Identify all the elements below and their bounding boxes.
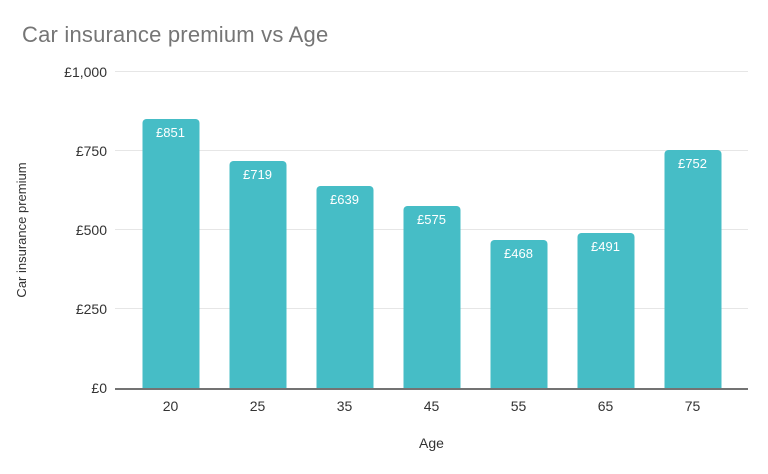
x-tick-label: 25 xyxy=(249,398,266,414)
y-tick-label: £250 xyxy=(75,301,107,317)
chart-title: Car insurance premium vs Age xyxy=(22,22,329,47)
bar-column: £752 75 xyxy=(649,72,736,414)
bar[interactable]: £752 xyxy=(664,150,721,388)
bar[interactable]: £468 xyxy=(490,240,547,388)
bar-value-label: £752 xyxy=(678,156,707,172)
x-tick-label: 20 xyxy=(162,398,179,414)
bar[interactable]: £491 xyxy=(577,232,634,388)
y-tick-label: £1,000 xyxy=(64,64,107,80)
plot-area: £851 20 £719 25 £639 35 £575 45 £468 55 £491 65 £752… xyxy=(115,71,748,414)
bar-column: £491 65 xyxy=(562,72,649,414)
x-tick-label: 35 xyxy=(336,398,353,414)
gridline xyxy=(115,150,748,151)
y-tick-label: £500 xyxy=(75,222,107,238)
bar-column: £851 20 xyxy=(127,72,214,414)
x-tick-label: 45 xyxy=(423,398,440,414)
bar-value-label: £491 xyxy=(591,238,620,254)
bars-row: £851 20 £719 25 £639 35 £575 45 £468 55 £491 65 £752… xyxy=(115,72,748,414)
bar-value-label: £719 xyxy=(243,166,272,182)
x-tick-label: 75 xyxy=(684,398,701,414)
bar-column: £468 55 xyxy=(475,72,562,414)
bar-value-label: £639 xyxy=(330,192,359,208)
bar[interactable]: £851 xyxy=(142,119,199,388)
bar-value-label: £575 xyxy=(417,212,446,228)
x-tick-label: 55 xyxy=(510,398,527,414)
bar-column: £719 25 xyxy=(214,72,301,414)
gridline xyxy=(115,71,748,72)
y-axis-ticks: £0 £250 £500 £750 £1,000 xyxy=(0,64,107,396)
bar[interactable]: £575 xyxy=(403,206,460,388)
bar[interactable]: £639 xyxy=(316,186,373,388)
bar[interactable]: £719 xyxy=(229,160,286,388)
x-tick-label: 65 xyxy=(597,398,614,414)
y-tick-label: £750 xyxy=(75,143,107,159)
bar-column: £639 35 xyxy=(301,72,388,414)
y-tick-label: £0 xyxy=(91,380,107,396)
bar-column: £575 45 xyxy=(388,72,475,414)
x-axis-title: Age xyxy=(419,435,444,451)
bar-value-label: £468 xyxy=(504,246,533,262)
bar-value-label: £851 xyxy=(156,125,185,141)
